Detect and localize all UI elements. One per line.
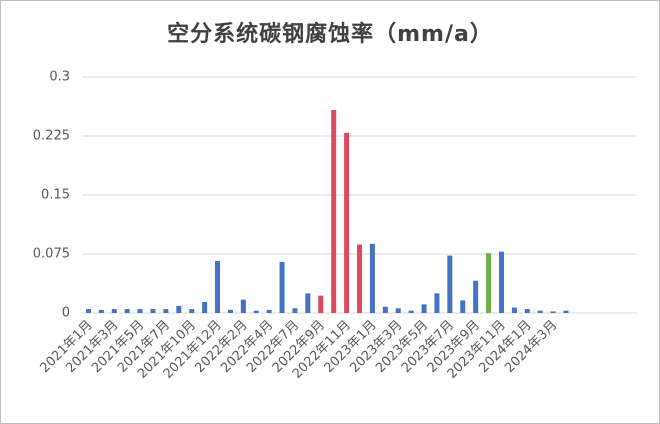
bar (124, 309, 130, 313)
bar (202, 301, 208, 313)
bar (176, 305, 182, 313)
bar (98, 309, 104, 313)
bar (163, 309, 169, 313)
bar (537, 310, 543, 313)
bar (253, 310, 259, 313)
bar (344, 132, 350, 313)
bar (227, 309, 233, 313)
bar (408, 310, 414, 313)
bar (498, 251, 504, 313)
bar (524, 309, 530, 313)
bar (357, 244, 362, 313)
bar (460, 300, 466, 313)
bar (189, 309, 195, 313)
bar (137, 309, 143, 313)
bar (563, 310, 569, 313)
y-tick-label: 0.3 (49, 70, 70, 85)
bar (486, 253, 492, 313)
bar (473, 280, 479, 313)
bar (382, 306, 388, 313)
bar (292, 308, 298, 313)
y-tick-label: 0 (62, 306, 70, 321)
bar (240, 299, 246, 313)
bar (511, 307, 517, 313)
y-tick-label: 0.225 (33, 129, 70, 144)
bar (305, 293, 311, 313)
bar (85, 309, 91, 313)
bar (215, 261, 221, 313)
bar (111, 309, 117, 313)
bar (395, 308, 401, 313)
bar (150, 309, 156, 313)
bar (369, 243, 375, 313)
bar (279, 261, 285, 313)
bar (318, 295, 324, 313)
chart-title: 空分系统碳钢腐蚀率（mm/a） (167, 21, 493, 47)
bar (447, 255, 453, 313)
bar (331, 110, 337, 313)
bar (550, 311, 556, 313)
bar (421, 304, 427, 313)
y-tick-label: 0.075 (33, 247, 70, 262)
y-tick-label: 0.15 (41, 188, 70, 203)
bar (434, 293, 440, 313)
bar (266, 309, 272, 313)
